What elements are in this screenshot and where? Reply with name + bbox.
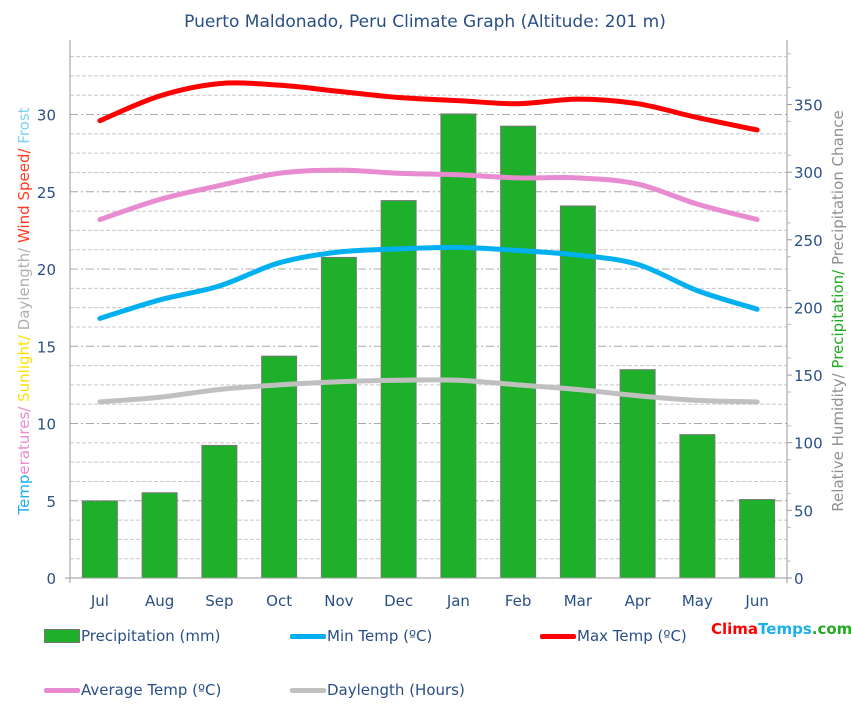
legend-label: Min Temp (ºC) (327, 627, 433, 645)
month-label: Aug (145, 592, 174, 610)
left-tick-label: 0 (46, 570, 56, 588)
left-axis-label: Temperatures/ Sunlight/ Daylength/ Wind … (15, 107, 33, 515)
left-tick-label: 10 (37, 416, 56, 434)
legend-swatch (290, 687, 326, 693)
month-label: Jan (446, 592, 470, 610)
legend-item: Daylength (Hours) (290, 681, 465, 699)
left-tick-label: 25 (37, 184, 56, 202)
precipitation-bar (679, 434, 716, 579)
average-temp-c-line (97, 167, 760, 223)
axis-label-part: Frost (15, 107, 33, 143)
axis-label-part: Relative Humidity/ (829, 369, 847, 512)
chart-title: Puerto Maldonado, Peru Climate Graph (Al… (184, 12, 666, 32)
right-tick-label: 300 (794, 164, 823, 182)
min-temp-c-line (97, 244, 760, 321)
month-label: Jul (90, 592, 109, 610)
axis-label-part: Precipitation Chance (829, 110, 847, 265)
legend-label: Precipitation (mm) (81, 627, 221, 645)
daylength-hours-line (97, 377, 760, 405)
legend-swatch (44, 687, 80, 693)
chart-svg: Puerto Maldonado, Peru Climate Graph (Al… (15, 12, 847, 610)
month-label: Sep (205, 592, 233, 610)
right-tick-label: 150 (794, 367, 823, 385)
legend-swatch (290, 633, 326, 639)
left-tick-label: 30 (37, 107, 56, 125)
right-tick-label: 0 (794, 570, 804, 588)
legend-label: Max Temp (ºC) (577, 627, 687, 645)
month-label: Dec (384, 592, 413, 610)
legend-item: Average Temp (ºC) (44, 681, 221, 699)
precipitation-bar (141, 492, 178, 579)
precipitation-bar (81, 500, 118, 579)
right-tick-label: 100 (794, 435, 823, 453)
legend-item: Precipitation (mm) (44, 627, 220, 645)
legend-swatch (44, 629, 80, 643)
precipitation-bar (739, 499, 776, 579)
left-tick-label: 5 (46, 493, 56, 511)
precipitation-bar (261, 355, 298, 579)
max-temp-c-line (97, 80, 760, 133)
precipitation-bar (320, 256, 357, 579)
axis-label-part: Temp (15, 475, 33, 516)
precipitation-bar (201, 444, 238, 579)
month-label: Mar (564, 592, 593, 610)
month-label: Feb (505, 592, 532, 610)
month-label: Oct (266, 592, 292, 610)
axis-label-part: Wind Speed/ (15, 144, 33, 243)
precipitation-bar (619, 369, 656, 579)
right-axis-label: Relative Humidity/ Precipitation/ Precip… (829, 110, 847, 511)
right-tick-label: 250 (794, 232, 823, 250)
legend-item: Max Temp (ºC) (540, 627, 687, 645)
month-label: May (682, 592, 713, 610)
month-label: Nov (324, 592, 353, 610)
right-tick-label: 350 (794, 97, 823, 115)
precipitation-bar (440, 113, 477, 579)
precipitation-bar (380, 200, 417, 579)
legend-label: Daylength (Hours) (327, 681, 465, 699)
axis-label-part: Sunlight/ (15, 330, 33, 402)
month-label: Jun (744, 592, 768, 610)
legend-swatch (540, 633, 576, 639)
axis-label-part: Precipitation/ (829, 265, 847, 369)
legend-label: Average Temp (ºC) (81, 681, 222, 699)
axis-label-part: eratures/ (15, 402, 33, 475)
right-tick-label: 200 (794, 299, 823, 317)
right-tick-label: 50 (794, 502, 813, 520)
climatemps-logo: ClimaTemps.com (711, 620, 851, 638)
legend-item: Min Temp (ºC) (290, 627, 432, 645)
precipitation-bar (500, 125, 537, 579)
month-label: Apr (625, 592, 652, 610)
left-tick-label: 20 (37, 261, 56, 279)
left-tick-label: 15 (37, 338, 56, 356)
axis-label-part: Daylength/ (15, 243, 33, 330)
